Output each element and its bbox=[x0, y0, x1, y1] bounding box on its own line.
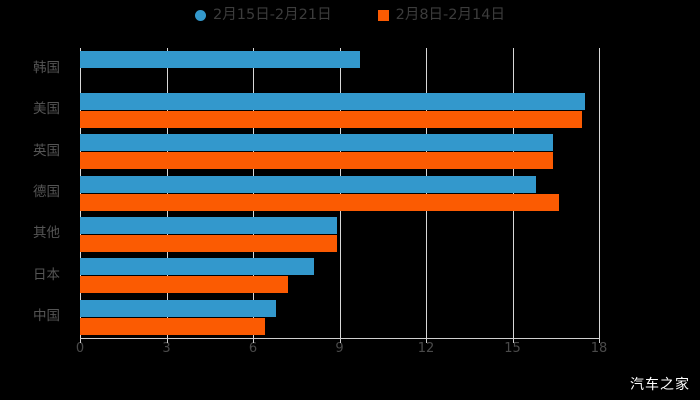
bar[interactable] bbox=[80, 193, 559, 211]
bar-group bbox=[80, 175, 599, 211]
bar[interactable] bbox=[80, 234, 337, 252]
bar-group bbox=[80, 134, 599, 170]
bar[interactable] bbox=[80, 92, 585, 110]
gridline-x-0 bbox=[80, 48, 81, 338]
x-tick-9 bbox=[339, 338, 341, 343]
x-tick-3 bbox=[166, 338, 168, 343]
x-axis-tick-label: 18 bbox=[590, 341, 608, 356]
x-axis-tick-label: 0 bbox=[75, 341, 85, 356]
gridline-x-15 bbox=[512, 48, 514, 338]
plot-area bbox=[80, 48, 600, 338]
x-axis-tick-label: 12 bbox=[417, 341, 435, 356]
bar[interactable] bbox=[80, 175, 536, 193]
x-tick-12 bbox=[426, 338, 427, 343]
legend-label-series-1: 2月15日-2月21日 bbox=[213, 7, 332, 23]
bar[interactable] bbox=[80, 276, 288, 294]
bar-group bbox=[80, 258, 599, 294]
bar-group bbox=[80, 51, 599, 86]
y-axis-category-label: 德国 bbox=[33, 184, 60, 200]
bar[interactable] bbox=[80, 134, 553, 152]
legend-square-marker-icon bbox=[377, 9, 389, 21]
legend-item-series-2[interactable]: 2月8日-2月14日 bbox=[377, 7, 505, 23]
x-tick-0 bbox=[80, 338, 81, 343]
y-axis-category-label: 美国 bbox=[33, 101, 60, 118]
y-axis-category-label: 中国 bbox=[33, 308, 60, 325]
x-axis-tick-label: 9 bbox=[335, 341, 344, 356]
gridline-x-6 bbox=[253, 48, 254, 338]
legend-circle-marker-icon bbox=[195, 9, 207, 21]
bar[interactable] bbox=[80, 216, 337, 234]
y-axis-category-label: 日本 bbox=[33, 266, 60, 283]
x-axis-tick-label: 15 bbox=[504, 341, 521, 356]
y-axis-category-label: 韩国 bbox=[33, 59, 60, 76]
y-axis-category-label: 其他 bbox=[33, 225, 60, 242]
gridline-x-3 bbox=[166, 48, 168, 338]
gridline-x-18 bbox=[599, 48, 600, 338]
legend-label-series-2: 2月8日-2月14日 bbox=[395, 7, 505, 23]
x-axis-tick-label: 6 bbox=[248, 341, 258, 356]
x-axis-tick-label: 3 bbox=[162, 341, 171, 356]
bar-group bbox=[80, 92, 599, 128]
gridline-x-12 bbox=[426, 48, 427, 338]
x-tick-6 bbox=[253, 338, 254, 343]
gridline-x-9 bbox=[339, 48, 341, 338]
bar[interactable] bbox=[80, 110, 582, 128]
bar[interactable] bbox=[80, 258, 314, 276]
legend-item-series-1[interactable]: 2月15日-2月21日 bbox=[195, 8, 332, 23]
bar[interactable] bbox=[80, 317, 265, 335]
bar-group bbox=[80, 299, 599, 335]
bar[interactable] bbox=[80, 51, 360, 69]
bar[interactable] bbox=[80, 299, 277, 317]
x-tick-18 bbox=[599, 338, 600, 343]
x-axis-labels: 0 3 6 9 12 15 18 bbox=[0, 342, 700, 362]
bar-group bbox=[80, 216, 599, 252]
y-axis-category-label: 英国 bbox=[33, 142, 60, 159]
y-axis-labels: 韩国美国英国德国其他日本中国 bbox=[0, 48, 70, 338]
x-tick-15 bbox=[512, 338, 514, 343]
chart-legend: 2月15日-2月21日 2月8日-2月14日 bbox=[0, 8, 700, 23]
watermark-label: 汽车之家 bbox=[630, 377, 690, 393]
bar[interactable] bbox=[80, 152, 553, 170]
